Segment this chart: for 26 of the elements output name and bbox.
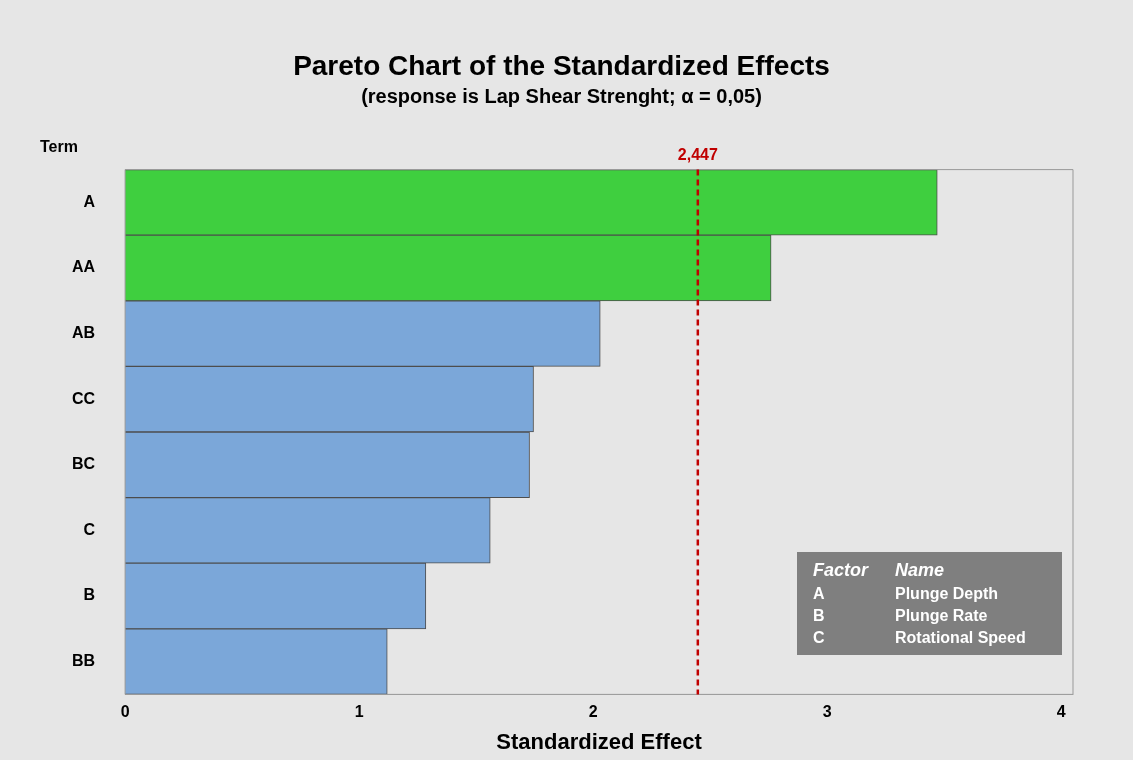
y-tick-label: BB <box>72 652 96 670</box>
annotation: B <box>813 607 826 625</box>
y-tick-label: B <box>83 586 96 604</box>
y-axis-title: Term <box>40 138 78 156</box>
x-tick-label: 3 <box>822 703 832 721</box>
y-tick-label: A <box>83 192 96 210</box>
chart-title: Pareto Chart of the Standardized Effects <box>293 49 830 81</box>
x-tick-label: 0 <box>120 703 130 721</box>
x-axis-title: Standardized Effect <box>496 728 703 754</box>
annotation: Plunge Rate <box>895 607 989 625</box>
chart-subtitle: (response is Lap Shear Strenght; α = 0,05) <box>361 85 762 108</box>
annotation: Rotational Speed <box>895 629 1027 647</box>
annotation: Name <box>895 560 946 581</box>
x-tick-label: 4 <box>1056 703 1066 721</box>
y-tick-label: AA <box>72 258 96 276</box>
annotation: A <box>813 585 826 603</box>
x-tick-label: 2 <box>588 703 598 721</box>
y-tick-label: BC <box>72 455 96 473</box>
annotation: Factor <box>813 560 870 581</box>
y-tick-label: AB <box>72 324 96 342</box>
y-tick-label: C <box>83 520 96 538</box>
x-tick-label: 1 <box>354 703 364 721</box>
ref-line-label: 2,447 <box>677 146 718 164</box>
y-tick-label: CC <box>72 389 96 407</box>
annotation: C <box>813 629 826 647</box>
annotation: Plunge Depth <box>895 585 1000 603</box>
